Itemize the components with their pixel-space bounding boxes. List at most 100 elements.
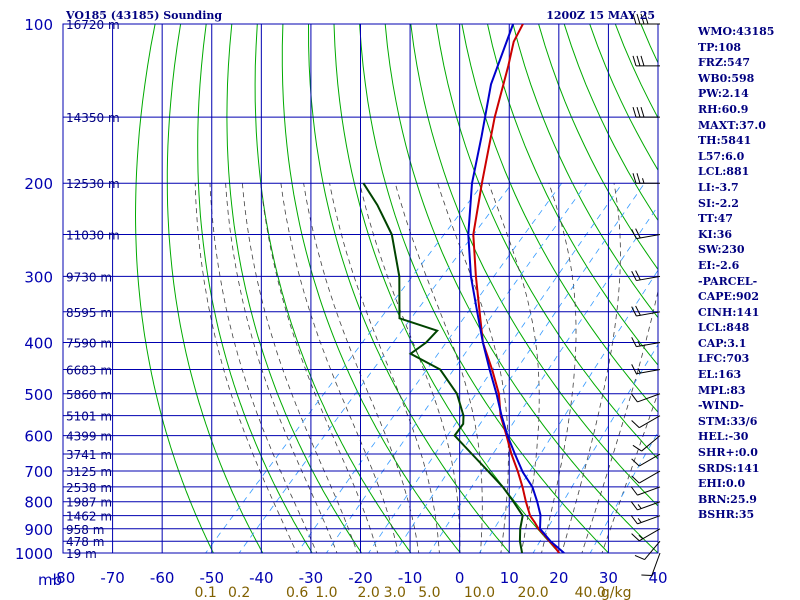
height-label: 8595 m xyxy=(66,306,112,320)
wind-barb xyxy=(632,55,660,67)
index-line: TT:47 xyxy=(698,212,733,226)
wind-barb xyxy=(631,270,661,282)
height-label: 1462 m xyxy=(66,510,112,524)
mixing-ratio-line xyxy=(325,182,588,553)
wind-barb-feather xyxy=(635,228,641,239)
moist-adiabat xyxy=(225,183,338,553)
moist-adiabat xyxy=(394,183,483,553)
wind-barb-staff xyxy=(638,470,661,484)
index-line: TP:108 xyxy=(698,40,742,54)
mixing-ratio-line xyxy=(394,182,645,553)
moist-adiabat xyxy=(541,183,577,553)
index-line: MAXT:37.0 xyxy=(698,118,766,132)
temperature-tick-label: -40 xyxy=(249,569,274,587)
mixing-ratio-label: 0.2 xyxy=(228,585,250,600)
wind-barb-feather xyxy=(630,486,638,496)
wind-barb-feather xyxy=(632,55,637,67)
wind-barb-feather xyxy=(640,13,645,25)
wind-barb-feather xyxy=(632,444,642,452)
pressure-tick-label: 900 xyxy=(24,521,53,539)
wind-barb-half-feather xyxy=(638,534,644,540)
wind-barb-feather xyxy=(631,337,637,347)
wind-barb-feather xyxy=(631,533,640,542)
index-line: EHI:0.0 xyxy=(698,477,746,491)
wind-barb xyxy=(632,13,660,25)
height-label: 11030 m xyxy=(66,229,120,243)
wind-barbs xyxy=(630,13,661,577)
wind-barb xyxy=(630,393,661,403)
mixing-ratio-label: 3.0 xyxy=(384,585,406,600)
pressure-tick-label: 300 xyxy=(24,268,53,286)
temperature-tick-label: -50 xyxy=(200,569,225,587)
index-line: BSHR:35 xyxy=(698,508,755,522)
grid xyxy=(62,23,659,554)
height-label: 19 m xyxy=(66,547,97,561)
moist-adiabat xyxy=(601,391,658,553)
parcel-line xyxy=(467,24,565,553)
mixing-ratio-label: 2.0 xyxy=(357,585,379,600)
wind-barb-staff xyxy=(636,369,661,375)
mixing-ratio-line xyxy=(296,182,563,553)
height-label: 16720 m xyxy=(66,18,120,32)
dry-adiabat xyxy=(134,24,214,553)
wind-barb xyxy=(630,515,661,525)
wind-barb-feather xyxy=(640,107,645,118)
height-label: 5860 m xyxy=(66,388,112,402)
dry-adiabat xyxy=(166,24,264,553)
wind-barb-feather xyxy=(636,13,641,25)
wind-barb-half-feather xyxy=(637,341,641,347)
moist-adiabat xyxy=(488,183,540,553)
mixing-ratio-line xyxy=(589,431,658,553)
pressure-tick-label: 700 xyxy=(24,463,53,481)
wind-barb xyxy=(632,173,660,184)
height-label: 14350 m xyxy=(66,111,120,125)
height-label: 5101 m xyxy=(66,410,112,424)
wind-barb-staff xyxy=(637,486,661,496)
index-line: -WIND- xyxy=(698,399,744,413)
mixing-ratio-label: 40.0 xyxy=(575,585,606,600)
wind-barb-feather xyxy=(634,555,645,561)
moist-adiabat xyxy=(209,183,318,553)
height-label: 958 m xyxy=(66,523,104,537)
dry-adiabat xyxy=(226,24,363,553)
index-line: -PARCEL- xyxy=(698,274,758,288)
index-line: BRN:25.9 xyxy=(698,492,757,506)
wind-barb xyxy=(631,453,661,467)
wind-barb-feather xyxy=(630,393,638,403)
wind-barb xyxy=(631,528,661,542)
mixing-ratio-label: 1.0 xyxy=(315,585,337,600)
wind-barb-half-feather xyxy=(637,368,641,374)
moist-adiabat xyxy=(194,183,298,553)
wind-barb xyxy=(631,470,661,484)
index-line: CAPE:902 xyxy=(698,290,759,304)
dry-adiabat xyxy=(254,24,412,553)
wind-barb-feather xyxy=(631,475,640,484)
pressure-tick-label: 400 xyxy=(24,334,53,352)
wind-barb-staff xyxy=(638,415,661,429)
index-line: EL:163 xyxy=(698,368,742,382)
index-line: LFC:703 xyxy=(698,352,750,366)
station-title: VO185 (43185) Sounding xyxy=(66,9,223,22)
height-label: 3125 m xyxy=(66,465,112,479)
height-label: 1987 m xyxy=(66,496,112,510)
wind-barb-feather xyxy=(635,270,641,281)
mixing-ratio-line xyxy=(238,182,513,553)
pressure-unit-label: mb xyxy=(38,571,62,589)
wind-barb-staff xyxy=(638,453,661,467)
moist-adiabat xyxy=(242,183,358,553)
wind-barb-feather xyxy=(636,173,641,184)
wind-barb xyxy=(631,228,661,240)
moist-adiabat xyxy=(561,183,621,553)
wind-barb-feather xyxy=(631,306,637,317)
wind-barb xyxy=(630,501,661,511)
pressure-tick-label: 200 xyxy=(24,175,53,193)
wind-barb xyxy=(641,552,661,577)
wind-barb-feather xyxy=(630,515,638,525)
index-line: SW:230 xyxy=(698,243,745,257)
temperature-tick-label: -10 xyxy=(398,569,423,587)
index-line: PW:2.14 xyxy=(698,87,749,101)
wind-barb-feather xyxy=(631,229,637,239)
wind-barb xyxy=(631,337,661,348)
index-line: LCL:848 xyxy=(698,321,750,335)
